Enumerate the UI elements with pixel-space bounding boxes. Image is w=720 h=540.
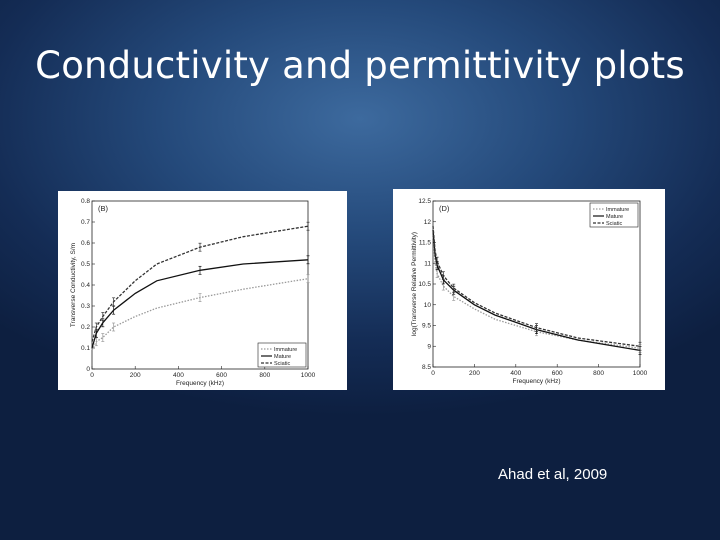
x-tick-label: 600: [552, 370, 563, 377]
x-tick-label: 0: [431, 370, 435, 377]
y-axis-label: Transverse Conductivity, S/m: [70, 243, 77, 327]
x-tick-label: 800: [259, 372, 270, 379]
x-tick-label: 1000: [301, 372, 316, 379]
series-line-sciatic: [432, 225, 641, 347]
y-tick-label: 10: [424, 302, 432, 309]
x-tick-label: 1000: [633, 370, 648, 377]
conductivity-plot-panel: 0 200 400 600 800 1000 0 0.1 0.2 0.3 0.4 0.5 0.6 0.7 0…: [58, 191, 347, 390]
legend-entry: Immature: [274, 347, 297, 353]
series-line-immature: [432, 234, 641, 349]
permittivity-plot-panel: 0 200 400 600 800 1000 8.5 9 9.5 10 10.5 11 11.5 12 12…: [393, 189, 665, 390]
x-tick-label: 800: [593, 370, 604, 377]
legend-entry: Mature: [274, 354, 291, 360]
x-tick-label: 0: [90, 372, 94, 379]
y-tick-label: 9.5: [422, 323, 431, 330]
slide-title: Conductivity and permittivity plots: [35, 44, 685, 87]
x-tick-label: 600: [216, 372, 227, 379]
series-line-mature: [91, 259, 309, 349]
legend-entry: Sciatic: [606, 221, 622, 227]
y-axis-label: log(Transverse Relative Permittivity): [411, 232, 418, 336]
legend-entry: Immature: [606, 207, 629, 213]
conductivity-chart: 0 200 400 600 800 1000 0 0.1 0.2 0.3 0.4 0.5 0.6 0.7 0…: [70, 198, 316, 387]
permittivity-chart: 0 200 400 600 800 1000 8.5 9 9.5 10 10.5 11 11.5 12 12…: [411, 198, 648, 385]
y-tick-label: 0.8: [81, 198, 90, 205]
x-tick-label: 400: [173, 372, 184, 379]
y-tick-label: 0.6: [81, 240, 90, 247]
y-tick-label: 0.4: [81, 282, 90, 289]
y-tick-label: 0.1: [81, 345, 90, 352]
series-line-sciatic: [91, 225, 309, 342]
y-tick-label: 0.3: [81, 303, 90, 310]
citation: Ahad et al, 2009: [498, 466, 608, 483]
y-tick-label: 0.5: [81, 261, 90, 268]
y-tick-label: 11.5: [419, 240, 432, 247]
series-line-immature: [91, 278, 309, 351]
y-tick-label: 11: [424, 260, 431, 267]
y-tick-label: 10.5: [418, 281, 431, 288]
panel-label: (B): [98, 204, 109, 213]
panel-label: (D): [439, 204, 450, 213]
y-tick-label: 0.7: [81, 219, 90, 226]
legend-entry: Sciatic: [274, 361, 290, 367]
x-axis-label: Frequency (kHz): [512, 378, 560, 385]
y-tick-label: 12.5: [418, 198, 431, 205]
y-tick-label: 0.2: [81, 324, 90, 331]
series-line-mature: [432, 229, 641, 352]
y-tick-label: 12: [424, 219, 432, 226]
legend-entry: Mature: [606, 214, 623, 220]
y-tick-label: 8.5: [422, 364, 431, 371]
x-axis-label: Frequency (kHz): [176, 380, 224, 387]
y-tick-label: 0: [86, 366, 90, 373]
y-tick-label: 9: [427, 343, 431, 350]
x-tick-label: 200: [130, 372, 141, 379]
x-tick-label: 400: [510, 370, 521, 377]
x-tick-label: 200: [469, 370, 480, 377]
